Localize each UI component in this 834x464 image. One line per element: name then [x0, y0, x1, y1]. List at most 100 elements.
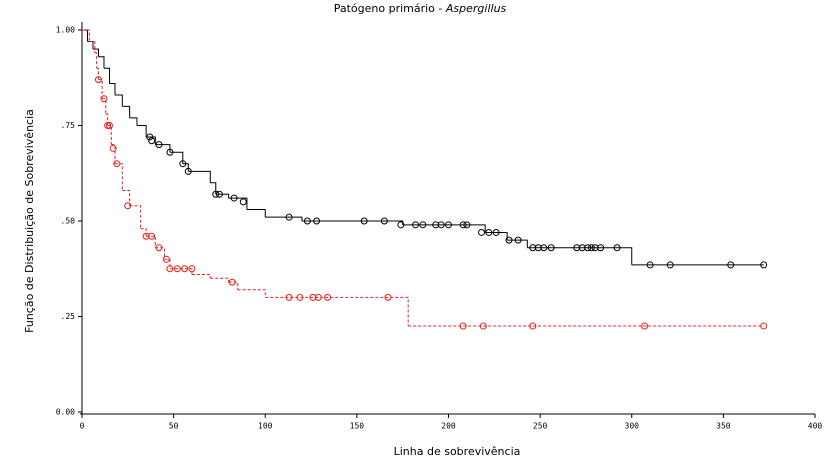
survival-step [92, 48, 99, 57]
survival-step [237, 289, 266, 298]
censor-marker [100, 95, 108, 103]
survival-step [265, 216, 303, 221]
y-tick-label: 1.00 [56, 26, 75, 35]
censor-marker [514, 236, 522, 244]
survival-step [114, 94, 123, 107]
censor-marker [113, 160, 121, 168]
censor-marker [540, 244, 548, 252]
x-tick-label: 200 [441, 422, 456, 431]
censor-marker [459, 322, 467, 330]
censor-marker [104, 122, 112, 129]
survival-step [527, 247, 633, 265]
survival-step [122, 189, 131, 206]
censor-marker [314, 293, 322, 301]
survival-step [103, 67, 110, 84]
censor-marker [419, 221, 427, 229]
censor-marker [412, 221, 420, 229]
censor-marker [166, 148, 174, 156]
censor-marker [162, 255, 170, 263]
censor-marker [296, 293, 304, 301]
survival-step [155, 144, 171, 153]
censor-marker [479, 322, 487, 330]
survival-step [109, 82, 116, 95]
x-tick-label: 50 [169, 422, 179, 431]
censor-marker [573, 244, 581, 252]
censor-marker [105, 122, 113, 129]
censor-marker [547, 244, 555, 252]
title-emphasis: Aspergillus [445, 2, 507, 15]
y-tick-label: .25 [61, 312, 76, 321]
survival-step [111, 144, 116, 164]
survival-step [301, 220, 404, 225]
censor-marker [384, 293, 392, 301]
censor-marker [324, 293, 332, 301]
survival-step [98, 56, 105, 69]
chart-title: Patógeno primário - Aspergillus [334, 2, 507, 15]
survival-step [507, 239, 528, 248]
survival-step [155, 247, 165, 260]
censor-marker [597, 244, 605, 252]
censor-marker [188, 265, 196, 273]
censor-marker [146, 133, 154, 141]
censor-marker [313, 217, 321, 225]
censor-marker [309, 293, 317, 301]
censor-marker [584, 244, 592, 252]
censor-marker [727, 261, 735, 269]
survival-step [146, 136, 156, 145]
x-tick-label: 150 [350, 422, 365, 431]
censor-marker [613, 244, 621, 252]
survival-step [129, 117, 138, 126]
survival-step [82, 29, 90, 42]
censor-marker [760, 322, 768, 330]
censor-marker [166, 265, 174, 273]
survival-step [82, 29, 88, 42]
censor-marker [239, 198, 247, 206]
survival-step [485, 231, 508, 241]
survival-step [94, 52, 98, 69]
censor-marker [148, 232, 156, 240]
survival-step [136, 125, 147, 137]
censor-marker [485, 228, 493, 236]
censor-marker [641, 322, 649, 330]
censor-marker [285, 213, 293, 221]
censor-marker [155, 244, 163, 252]
censor-marker [179, 160, 187, 168]
censor-marker [591, 244, 599, 252]
censor-marker [529, 244, 537, 252]
survival-step [246, 209, 266, 218]
survival-step [89, 40, 96, 53]
x-tick-label: 300 [625, 422, 640, 431]
survival-step [169, 151, 184, 164]
censor-marker [432, 221, 440, 229]
censor-marker [142, 232, 150, 240]
censor-marker [397, 221, 405, 229]
survival-step [129, 205, 142, 229]
censor-marker [380, 217, 388, 225]
survival-step [265, 296, 409, 327]
x-tick-label: 400 [808, 422, 823, 431]
censor-marker [212, 190, 220, 198]
survival-step [228, 197, 248, 210]
censor-marker [459, 221, 467, 229]
censor-marker [184, 167, 192, 175]
censor-marker [148, 137, 156, 145]
survival-step [96, 67, 99, 80]
censor-marker [285, 293, 293, 301]
y-axis-label: Função de Distribuição de Sobrevivência [23, 109, 36, 333]
x-tick-label: 100 [258, 422, 273, 431]
censor-marker [666, 261, 674, 269]
censor-marker [587, 244, 595, 252]
censor-marker [437, 221, 445, 229]
survival-step [105, 113, 109, 126]
survival-step [146, 235, 156, 248]
censor-marker [463, 221, 471, 229]
censor-marker [760, 261, 768, 269]
survival-step [107, 125, 112, 145]
survival-step [102, 98, 107, 115]
survival-step [188, 170, 211, 183]
censor-marker [505, 236, 513, 244]
censor-marker [155, 141, 163, 149]
survival-step [98, 79, 103, 99]
censor-marker [181, 265, 189, 273]
censor-marker [360, 217, 368, 225]
